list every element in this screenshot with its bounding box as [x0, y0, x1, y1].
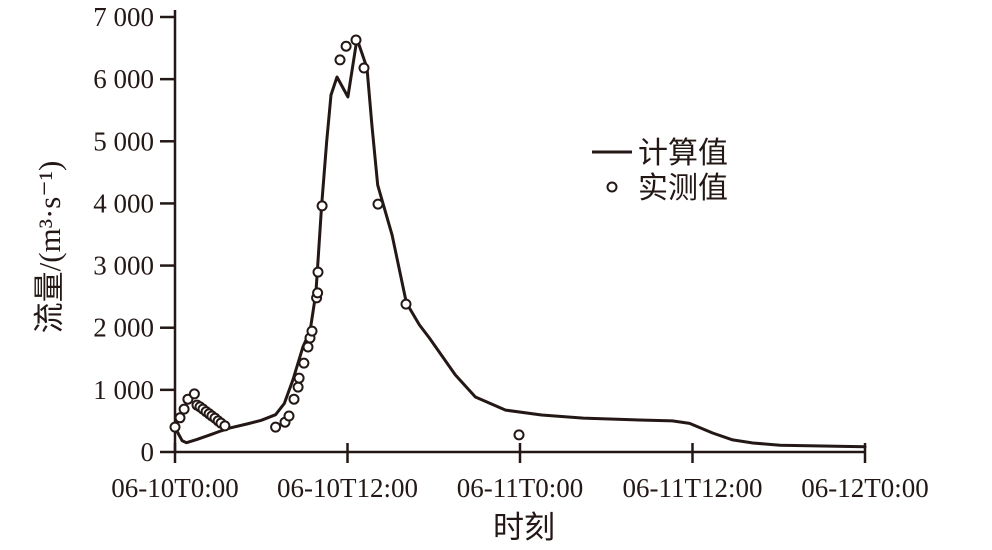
legend-label-calculated: 计算值 — [638, 137, 728, 170]
measured-point — [312, 287, 324, 299]
measured-point — [219, 420, 231, 432]
measured-point — [288, 393, 300, 405]
measured-point — [283, 410, 295, 422]
measured-point — [292, 381, 304, 393]
measured-point — [302, 341, 314, 353]
measured-point — [178, 403, 190, 415]
measured-point — [358, 62, 370, 74]
legend-label-measured: 实测值 — [638, 172, 728, 205]
measured-point — [350, 34, 362, 46]
y-tick-label: 0 — [141, 437, 155, 467]
measured-point — [188, 388, 200, 400]
y-axis-title: 流量/(m³·s⁻¹) — [32, 161, 67, 334]
measured-point — [293, 372, 305, 384]
y-tick-label: 3 000 — [93, 251, 154, 281]
y-tick-label: 7 000 — [93, 2, 154, 32]
y-tick-label: 4 000 — [93, 188, 154, 218]
plot-layer: 0 1 000 2 000 3 000 4 000 5 000 6 000 7 000 06-1… — [93, 2, 929, 503]
x-tick-label: 06-10T0:00 — [111, 473, 239, 503]
x-tick-label: 06-11T12:00 — [623, 473, 763, 503]
x-axis-title: 时刻 — [493, 510, 555, 545]
measured-point — [270, 421, 282, 433]
measured-point — [298, 357, 310, 369]
legend-dot-symbol — [606, 181, 618, 193]
measured-point — [334, 54, 346, 66]
measured-point — [169, 421, 181, 433]
measured-point — [340, 40, 352, 52]
calculated-curve — [173, 37, 867, 449]
measured-point — [174, 412, 186, 424]
y-tick-label: 2 000 — [93, 313, 154, 343]
measured-point — [372, 198, 384, 210]
measured-point — [513, 429, 525, 441]
measured-point — [316, 200, 328, 212]
y-tick-label: 1 000 — [93, 375, 154, 405]
x-tick-label: 06-11T0:00 — [457, 473, 583, 503]
x-tick-label: 06-10T12:00 — [277, 473, 418, 503]
measured-point — [306, 325, 318, 337]
x-tick-label: 06-12T0:00 — [801, 473, 929, 503]
labels-layer: 流量/(m³·s⁻¹) 时刻 计算值 实测值 — [32, 137, 728, 545]
y-tick-label: 5 000 — [93, 126, 154, 156]
y-tick-label: 6 000 — [93, 64, 154, 94]
measured-point — [312, 266, 324, 278]
legend: 计算值 实测值 — [592, 137, 728, 205]
measured-point — [400, 298, 412, 310]
